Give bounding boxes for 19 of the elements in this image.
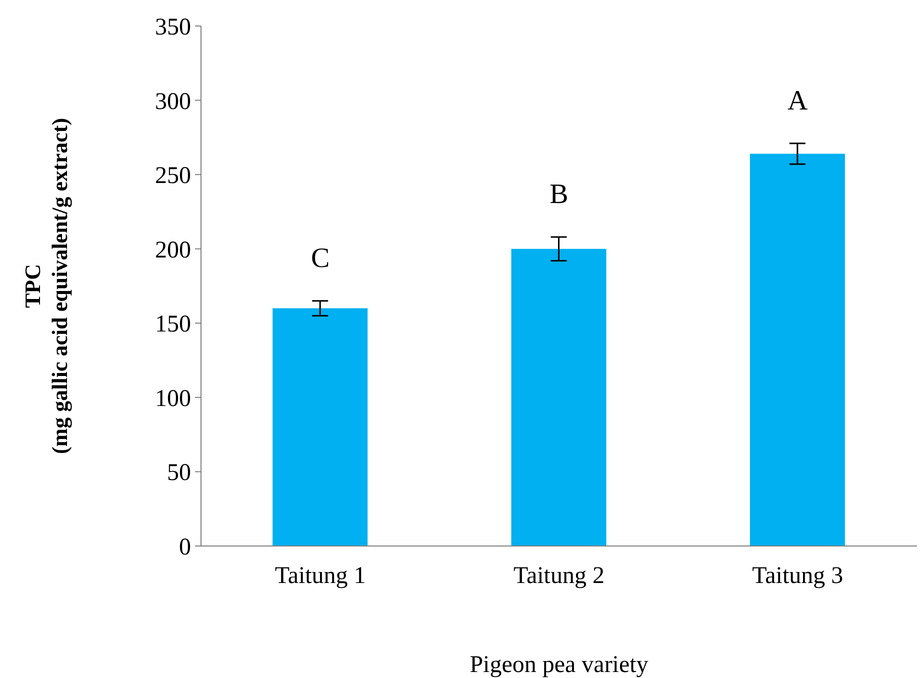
bar (750, 154, 845, 546)
y-tick-label: 100 (155, 386, 191, 412)
annotation: C (310, 242, 330, 274)
y-tick-label: 200 (155, 237, 191, 264)
annotation: B (550, 178, 568, 210)
x-axis-title: Pigeon pea variety (470, 652, 648, 678)
bar (272, 308, 368, 546)
y-tick-label: 150 (155, 312, 191, 338)
x-tick-label: Taitung 2 (514, 563, 604, 590)
x-tick-label: Taitung 3 (752, 563, 844, 590)
x-tick-label: Taitung 1 (274, 563, 366, 590)
y-tick-label: 250 (155, 163, 191, 190)
y-tick-label: 350 (155, 14, 191, 41)
y-tick-label: 300 (155, 88, 191, 115)
y-axis-title: TPC (mg gallic acid equivalent/g extract) (20, 118, 72, 454)
y-tick-label: 50 (167, 460, 191, 486)
annotation: A (788, 85, 809, 116)
y-tick-label: 0 (179, 534, 191, 561)
bar (511, 248, 606, 546)
